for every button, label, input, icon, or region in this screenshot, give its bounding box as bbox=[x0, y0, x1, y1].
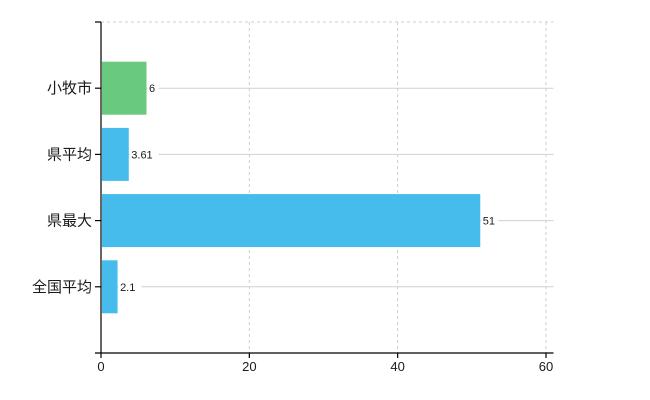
x-axis-tick-label: 20 bbox=[242, 359, 256, 374]
bar-0[interactable] bbox=[102, 61, 147, 115]
y-axis-category-label: 小牧市 bbox=[47, 80, 92, 97]
y-axis-category-label: 県平均 bbox=[47, 146, 92, 163]
value-label-bg bbox=[118, 280, 142, 294]
value-label-bg bbox=[129, 147, 159, 161]
y-axis-category-label: 全国平均 bbox=[32, 278, 92, 296]
bar-1[interactable] bbox=[102, 127, 129, 181]
x-axis-tick-label: 60 bbox=[539, 359, 553, 374]
bar-value-label: 6 bbox=[149, 83, 155, 95]
y-axis-category-label: 県最大 bbox=[47, 213, 92, 230]
bar-2[interactable] bbox=[102, 194, 481, 248]
bar-3[interactable] bbox=[102, 260, 118, 314]
bar-value-label: 51 bbox=[483, 216, 495, 228]
bar-value-label: 3.61 bbox=[131, 149, 152, 161]
x-axis-tick-label: 40 bbox=[390, 359, 404, 374]
x-axis-tick-label: 0 bbox=[97, 359, 104, 374]
bar-value-label: 2.1 bbox=[120, 282, 135, 294]
value-label-bg bbox=[481, 214, 499, 228]
value-label-bg bbox=[147, 81, 159, 95]
